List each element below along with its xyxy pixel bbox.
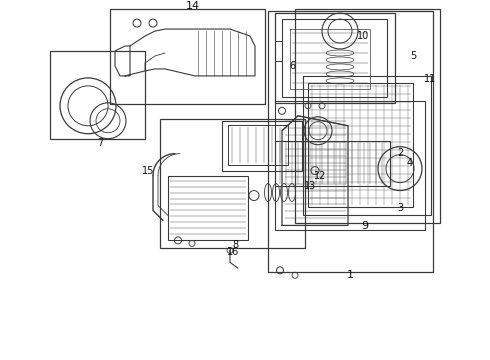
Bar [160,119,305,248]
Text: 10: 10 [357,31,369,41]
Text: 7: 7 [97,138,103,148]
Text: 1: 1 [346,270,353,280]
Text: 8: 8 [232,240,238,250]
Bar [282,19,387,97]
Text: 3: 3 [397,203,403,213]
Bar [110,9,265,104]
Text: 15: 15 [142,166,154,176]
Bar [295,9,440,224]
Text: 12: 12 [314,171,326,181]
Bar [275,141,390,185]
Bar [228,125,288,165]
Bar [222,121,302,171]
Bar [275,13,395,103]
Bar [268,11,433,272]
Text: 6: 6 [289,61,295,71]
Bar [50,51,145,139]
Bar [168,176,248,240]
Text: 14: 14 [186,1,200,11]
Text: 5: 5 [410,51,416,61]
Bar [275,101,425,230]
Text: 9: 9 [362,221,368,231]
Text: 11: 11 [424,74,436,84]
Bar [308,83,413,207]
Text: 4: 4 [407,158,413,168]
Text: 16: 16 [227,247,239,257]
Text: 13: 13 [304,181,316,190]
Bar [303,76,431,216]
Text: 2: 2 [397,148,403,158]
